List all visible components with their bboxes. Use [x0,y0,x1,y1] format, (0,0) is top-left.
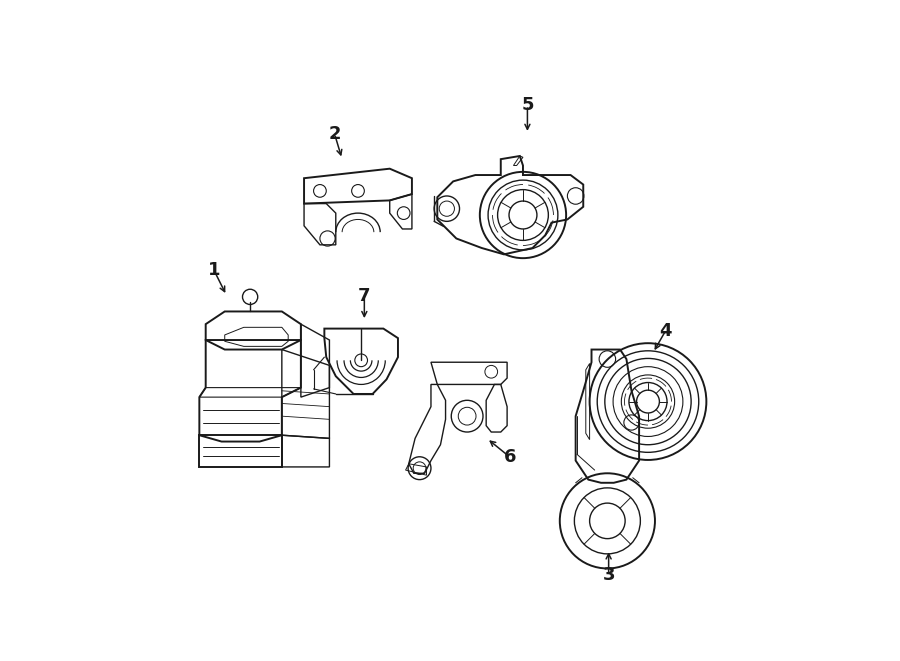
Text: 7: 7 [358,287,371,305]
Text: 3: 3 [602,566,615,584]
Text: 2: 2 [328,125,341,143]
Text: 5: 5 [521,97,534,114]
Text: 1: 1 [208,261,220,279]
Text: 6: 6 [504,448,517,467]
Text: 4: 4 [660,321,672,340]
